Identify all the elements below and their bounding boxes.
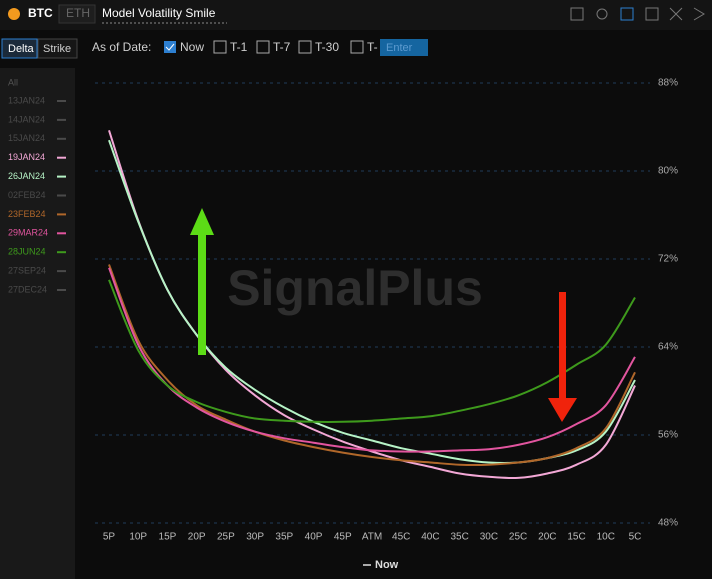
x-tick-label: 5P xyxy=(103,532,116,543)
x-tick-label: 20C xyxy=(538,532,556,543)
date-input[interactable] xyxy=(380,39,428,56)
smile-line xyxy=(108,264,636,466)
legend-label[interactable]: 27DEC24 xyxy=(8,284,47,294)
legend-label[interactable]: 28JUN24 xyxy=(8,247,46,257)
checkbox[interactable] xyxy=(213,40,227,54)
checkbox[interactable] xyxy=(350,40,364,54)
coin-tab[interactable]: BTC xyxy=(28,6,53,20)
option-label[interactable]: T-30 xyxy=(315,40,339,54)
expiry-panel xyxy=(0,68,75,579)
x-tick-label: 45P xyxy=(334,532,352,543)
delta-label[interactable]: Delta xyxy=(8,43,35,55)
date-legend[interactable]: Now xyxy=(375,559,399,571)
legend-label[interactable]: 26JAN24 xyxy=(8,171,45,181)
option-label[interactable]: T- xyxy=(367,40,378,54)
x-tick-label: 35C xyxy=(450,532,468,543)
y-tick-label: 80% xyxy=(658,166,678,177)
option-label[interactable]: T-7 xyxy=(273,40,291,54)
x-tick-label: ATM xyxy=(362,532,382,543)
window-icons[interactable] xyxy=(570,7,705,21)
x-tick-label: 5C xyxy=(629,532,642,543)
legend-label[interactable]: 19JAN24 xyxy=(8,152,45,162)
strike-label[interactable]: Strike xyxy=(43,43,71,55)
x-tick-label: 30P xyxy=(246,532,264,543)
alt-coin-tab[interactable]: ETH xyxy=(66,6,90,20)
btc-icon xyxy=(8,8,20,20)
legend-label[interactable]: 14JAN24 xyxy=(8,114,45,124)
as-of-label: As of Date: xyxy=(92,40,151,54)
watermark: SignalPlus xyxy=(227,260,483,316)
input-placeholder: Enter xyxy=(386,42,413,54)
legend-all[interactable]: All xyxy=(8,77,18,87)
x-tick-label: 10C xyxy=(597,532,615,543)
x-tick-label: 20P xyxy=(188,532,206,543)
x-tick-label: 25C xyxy=(509,532,527,543)
option-label[interactable]: T-1 xyxy=(230,40,248,54)
top-bar xyxy=(0,0,712,30)
x-tick-label: 40P xyxy=(305,532,323,543)
smile-line xyxy=(108,279,636,423)
legend-label[interactable]: 02FEB24 xyxy=(8,190,46,200)
checkbox[interactable] xyxy=(298,40,312,54)
strike-button[interactable] xyxy=(37,38,78,59)
chart-title: Model Volatility Smile xyxy=(102,6,216,20)
checkbox-now[interactable] xyxy=(164,41,176,53)
x-tick-label: 15P xyxy=(159,532,177,543)
y-tick-label: 56% xyxy=(658,430,678,441)
y-tick-label: 88% xyxy=(658,78,678,89)
option-label[interactable]: Now xyxy=(180,40,204,54)
legend-label[interactable]: 13JAN24 xyxy=(8,95,45,105)
legend-label[interactable]: 23FEB24 xyxy=(8,209,46,219)
down-arrow xyxy=(548,292,577,422)
eth-tab-box[interactable] xyxy=(58,4,96,24)
x-tick-label: 25P xyxy=(217,532,235,543)
up-arrow xyxy=(190,208,214,355)
x-tick-label: 15C xyxy=(567,532,585,543)
x-tick-label: 35P xyxy=(275,532,293,543)
y-tick-label: 64% xyxy=(658,342,678,353)
smile-line xyxy=(108,267,636,453)
legend-label[interactable]: 29MAR24 xyxy=(8,228,48,238)
y-tick-label: 72% xyxy=(658,254,678,265)
x-tick-label: 45C xyxy=(392,532,410,543)
x-tick-label: 40C xyxy=(421,532,439,543)
delta-button[interactable] xyxy=(1,38,38,59)
x-tick-label: 30C xyxy=(480,532,498,543)
x-tick-label: 10P xyxy=(129,532,147,543)
check-mark xyxy=(165,43,175,51)
legend-label[interactable]: 27SEP24 xyxy=(8,265,46,275)
checkbox[interactable] xyxy=(256,40,270,54)
y-tick-label: 48% xyxy=(658,518,678,529)
legend-label[interactable]: 15JAN24 xyxy=(8,133,45,143)
